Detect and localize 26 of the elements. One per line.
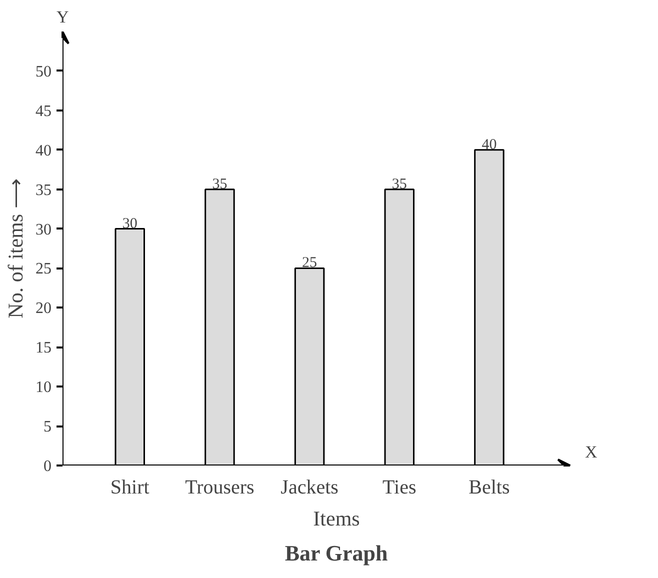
data-label: 35 [212,176,228,192]
y-axis-title: No. of items ⟶ [4,178,28,318]
data-label: 25 [302,255,318,272]
x-tick-label: Shirt [110,476,150,498]
x-axis-title: Items [313,506,360,530]
y-tick-label: 25 [36,260,52,278]
y-tick-label: 45 [36,102,52,120]
y-tick-label: 30 [36,221,52,238]
y-tick-label: 20 [36,300,52,318]
y-tick-label: 5 [44,418,52,436]
x-tick-label: Trousers [185,476,255,498]
text: Bar Graph [284,540,388,566]
data-label: 35 [392,176,407,192]
y-tick-label: 10 [36,379,52,396]
y-tick-label: 40 [36,142,52,160]
y-tick-label: 15 [36,340,52,357]
data-label: 30 [122,216,138,232]
y-tick-label: 50 [36,63,52,80]
x-tick-label: Belts [468,476,510,498]
x-tick-label: Jackets [280,476,339,498]
text: Y [56,8,69,26]
y-tick-label: 0 [44,458,52,475]
text: X [585,442,598,462]
data-label: 40 [482,136,497,153]
y-tick-label: 35 [36,182,52,199]
x-tick-label: Ties [382,476,416,498]
